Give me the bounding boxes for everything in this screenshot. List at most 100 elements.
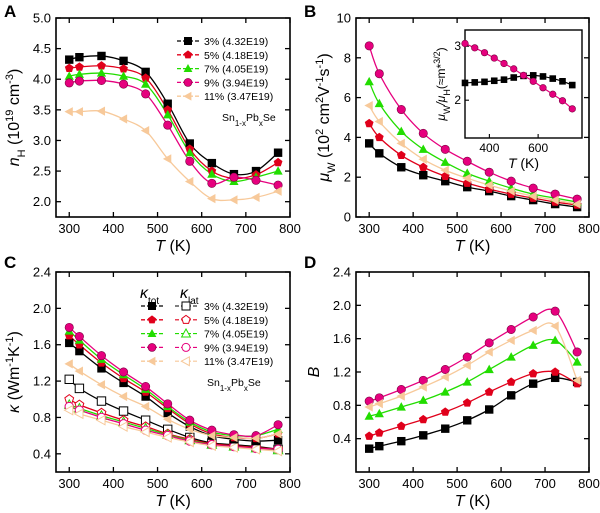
inset-data-point — [558, 97, 567, 105]
panel-a-data-point — [273, 148, 283, 157]
panel-c-legend-label: 5% (4.18E19) — [204, 315, 268, 327]
panel-a-y-axis-label: nH (1019 cm-3) — [4, 69, 28, 167]
panel-b-data-point — [396, 126, 406, 135]
panel-d-y-tick-label: 0.8 — [333, 398, 351, 413]
panel-d-data-point — [418, 382, 427, 392]
panel-c-tot-data-point — [207, 431, 216, 441]
panel-c-plot-frame — [55, 271, 291, 473]
panel-c-y-tick-label: 2.0 — [33, 301, 51, 316]
panel-a-y-tick-label: 2.5 — [33, 164, 51, 179]
panel-a-data-point — [185, 156, 195, 166]
panel-d-data-point — [550, 335, 560, 344]
panel-c-legend-marker-tot — [147, 329, 157, 337]
panel-c-lat-data-point — [74, 383, 85, 394]
panel-c-tot-data-point — [140, 401, 150, 412]
panel-d-data-point — [485, 405, 494, 414]
panel-c-legend-label: 11% (3.47E19) — [204, 356, 273, 368]
inset-data-point — [568, 105, 576, 113]
inset-x-axis-label: T (K) — [508, 155, 539, 171]
panel-d-y-tick-label: 2.0 — [333, 298, 351, 313]
panel-d-data-point — [462, 360, 471, 370]
panel-b-data-point — [364, 41, 374, 51]
panel-c-lat-data-point — [228, 441, 238, 453]
panel-a-data-point — [140, 126, 150, 136]
panel-a-data-point — [207, 178, 217, 188]
panel-b-data-point — [506, 176, 516, 186]
panel-a-nh-chart: A 300 400 500 600 700 800 2.0 2.5 3.0 3.5 4.0 4.5 5.0… — [4, 2, 301, 255]
panel-a-data-point — [75, 62, 84, 71]
panel-c-legend-marker-tot — [148, 302, 156, 310]
panel-d-data-point — [572, 357, 582, 366]
inset-data-point — [539, 84, 547, 92]
panel-b-data-point — [374, 116, 383, 127]
panel-b-data-point — [364, 118, 374, 128]
panel-b-data-point — [396, 138, 405, 148]
panel-a-data-point — [118, 114, 128, 124]
panel-d-data-point — [440, 364, 450, 374]
panel-c-tot-data-point — [162, 414, 172, 424]
panel-b-data-point — [440, 144, 450, 154]
panel-b-data-point — [528, 183, 538, 193]
panel-d-data-point — [550, 306, 560, 316]
panel-c-tot-data-point — [96, 380, 106, 390]
panel-d-x-tick-label: 300 — [358, 476, 380, 491]
panel-d-data-point — [528, 312, 538, 322]
inset-data-point — [471, 44, 479, 52]
panel-a-data-point — [75, 52, 84, 62]
panel-c-x-axis-label: T (K) — [155, 493, 191, 510]
panel-a-legend-label: 9% (3.94E19) — [204, 77, 268, 89]
panel-b-y-tick-label: 6 — [344, 90, 351, 105]
inset-data-point — [510, 65, 518, 73]
inset-data-point — [568, 81, 576, 89]
panel-a-y-tick-label: 4.5 — [33, 41, 51, 56]
panel-b-data-point — [374, 132, 384, 142]
panel-c-x-tick-label: 800 — [279, 476, 301, 491]
panel-a-legend-marker — [183, 50, 193, 59]
panel-b-data-point — [440, 157, 450, 166]
inset-y-tick-label: 2 — [454, 93, 461, 107]
panel-d-y-tick-label: 2.4 — [333, 265, 351, 280]
panel-a-data-point — [141, 79, 151, 88]
panel-c-lat-data-point — [250, 443, 261, 455]
panel-b-data-point — [462, 156, 472, 166]
panel-c-legend-marker-lat — [180, 327, 192, 338]
panel-a-x-tick-label: 400 — [103, 221, 125, 236]
panel-a-legend-marker — [183, 91, 192, 101]
inset-data-point — [461, 79, 469, 87]
panel-a-legend-label: 5% (4.18E19) — [204, 50, 268, 62]
panel-d-x-tick-label: 800 — [578, 476, 600, 491]
panel-a-data-point — [251, 192, 260, 203]
inset-y-tick-label: 3 — [454, 39, 461, 53]
panel-a-data-point — [162, 154, 172, 164]
panel-c-panel-letter: C — [4, 253, 16, 272]
panel-b-x-tick-label: 600 — [490, 221, 512, 236]
panel-a-data-point — [273, 166, 283, 175]
panel-c-lat-data-point — [64, 374, 74, 384]
panel-d-quality-factor-chart: D 300 400 500 600 700 800 0.4 0.8 1.2 1.6 2.0 2.4 T (… — [304, 253, 600, 510]
panel-c-legend-header-lat: κlat — [180, 285, 199, 307]
panel-a-legend-marker — [183, 78, 193, 87]
panel-d-data-point — [364, 411, 374, 420]
panel-a-data-point — [141, 89, 151, 99]
panel-d-data-point — [374, 399, 383, 409]
panel-a-data-point — [96, 75, 106, 85]
panel-c-y-tick-label: 2.4 — [33, 265, 51, 280]
inset-y-axis-label: μW/μH(≈m*3/2) — [432, 47, 452, 121]
panel-d-data-point — [396, 402, 406, 411]
panel-d-data-point — [506, 391, 516, 400]
inset-data-point — [559, 78, 566, 85]
panel-a-data-point — [229, 195, 238, 205]
panel-a-data-point — [64, 71, 74, 80]
panel-c-legend-marker-lat — [181, 342, 191, 352]
panel-a-legend-label: 7% (4.05E19) — [204, 64, 268, 76]
panel-d-data-point — [374, 428, 384, 437]
panel-b-data-point — [418, 128, 428, 138]
panel-a-data-point — [64, 63, 74, 72]
panel-b-data-point — [374, 98, 384, 108]
panel-b-data-point — [364, 100, 373, 111]
panel-d-data-point — [462, 398, 472, 407]
panel-d-y-tick-label: 0.4 — [333, 431, 351, 446]
panel-b-data-point — [419, 171, 428, 180]
panel-d-data-point — [484, 387, 494, 396]
panel-c-formula-label: Sn1-xPbxSe — [207, 377, 261, 393]
